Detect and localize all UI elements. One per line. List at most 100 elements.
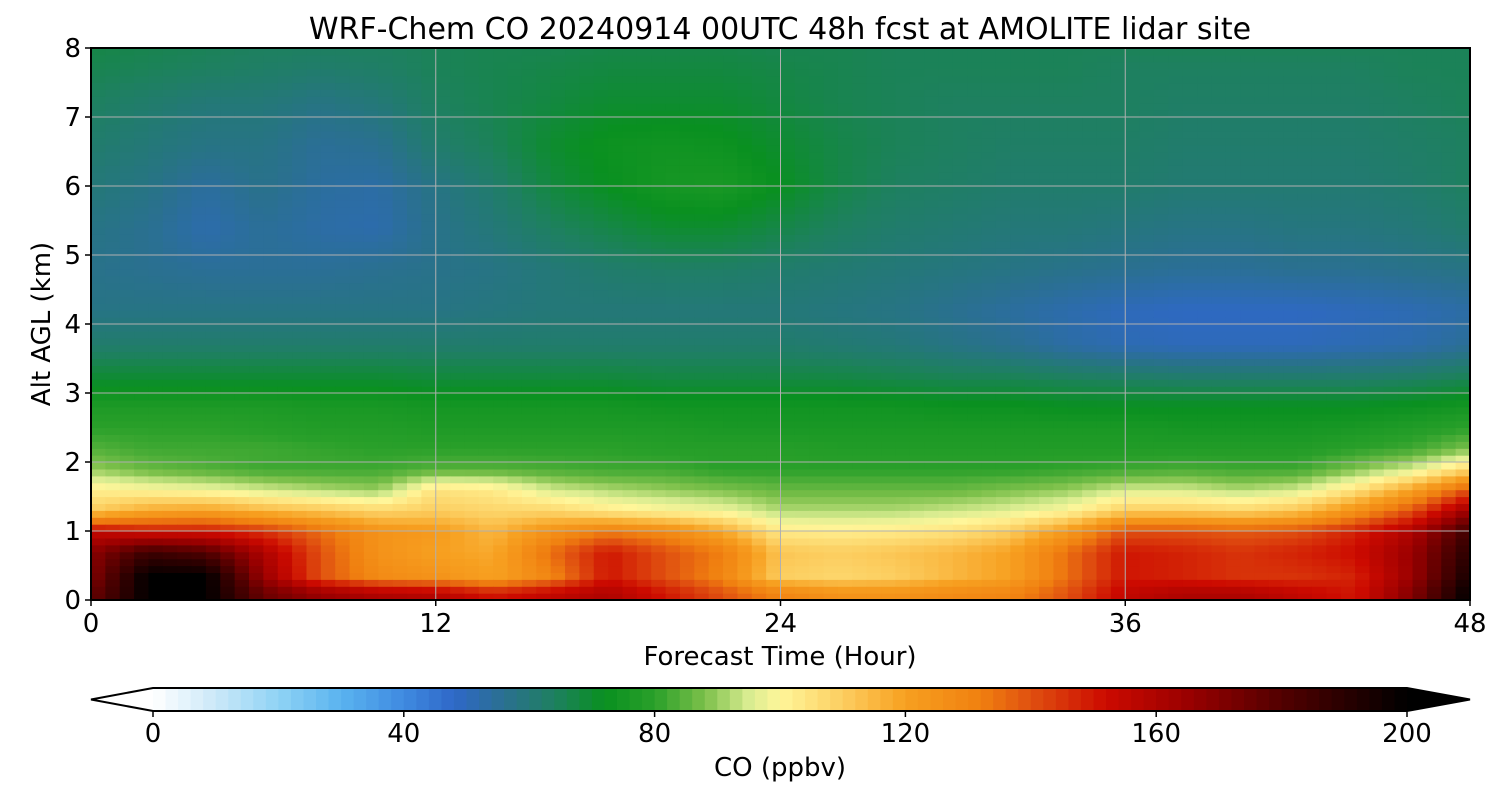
heatmap-cell	[407, 317, 422, 325]
heatmap-cell	[191, 234, 207, 242]
heatmap-cell	[277, 399, 293, 408]
heatmap-cell	[464, 496, 480, 504]
heatmap-cell	[924, 558, 940, 567]
heatmap-cell	[363, 96, 379, 104]
heatmap-cell	[679, 213, 695, 222]
heatmap-cell	[306, 517, 322, 525]
heatmap-cell	[622, 303, 638, 311]
heatmap-cell	[177, 296, 193, 304]
heatmap-cell	[105, 289, 121, 297]
heatmap-cell	[306, 165, 322, 173]
heatmap-cell	[91, 172, 106, 180]
heatmap-cell	[694, 427, 710, 435]
heatmap-cell	[91, 455, 106, 463]
heatmap-cell	[780, 75, 796, 84]
heatmap-cell	[335, 282, 351, 291]
heatmap-cell	[780, 482, 796, 491]
heatmap-cell	[565, 261, 580, 270]
heatmap-cell	[91, 475, 106, 484]
heatmap-cell	[909, 462, 925, 470]
heatmap-cell	[263, 206, 279, 215]
heatmap-cell	[780, 241, 796, 249]
heatmap-cell	[665, 455, 681, 463]
heatmap-cell	[105, 227, 121, 235]
heatmap-cell	[320, 213, 336, 222]
heatmap-cell	[292, 172, 308, 180]
heatmap-cell	[177, 482, 193, 491]
heatmap-cell	[320, 324, 336, 332]
heatmap-cell	[220, 531, 236, 539]
heatmap-cell	[794, 510, 810, 518]
heatmap-cell	[277, 337, 293, 346]
heatmap-cell	[407, 186, 422, 194]
heatmap-cell	[794, 268, 810, 277]
heatmap-cell	[694, 551, 710, 560]
heatmap-cell	[895, 213, 911, 222]
heatmap-cell	[924, 151, 940, 159]
heatmap-cell	[263, 572, 279, 580]
heatmap-cell	[407, 82, 422, 90]
heatmap-cell	[852, 510, 868, 518]
heatmap-cell	[277, 192, 293, 201]
heatmap-cell	[464, 593, 480, 600]
heatmap-cell	[134, 551, 150, 560]
heatmap-cell	[651, 130, 667, 139]
heatmap-cell	[493, 386, 509, 394]
heatmap-cell	[881, 248, 897, 256]
heatmap-cell	[909, 475, 925, 484]
heatmap-cell	[464, 351, 480, 360]
heatmap-cell	[909, 468, 925, 477]
heatmap-cell	[493, 261, 509, 270]
heatmap-cell	[464, 393, 480, 401]
heatmap-cell	[651, 151, 667, 159]
heatmap-cell	[723, 572, 738, 580]
heatmap-cell	[780, 227, 796, 235]
heatmap-cell	[148, 103, 164, 111]
heatmap-cell	[148, 558, 164, 567]
heatmap-cell	[177, 579, 193, 587]
heatmap-cell	[622, 241, 638, 249]
heatmap-cell	[378, 117, 394, 125]
heatmap-cell	[636, 503, 652, 511]
heatmap-cell	[119, 255, 135, 263]
heatmap-cell	[450, 255, 466, 263]
heatmap-cell	[694, 310, 710, 318]
heatmap-cell	[249, 565, 264, 573]
heatmap-cell	[421, 213, 437, 222]
heatmap-cell	[823, 289, 839, 297]
heatmap-cell	[162, 310, 178, 318]
heatmap-cell	[148, 54, 164, 63]
heatmap-cell	[766, 303, 782, 311]
heatmap-cell	[277, 468, 293, 477]
heatmap-cell	[809, 579, 825, 587]
heatmap-cell	[636, 96, 652, 104]
heatmap-cell	[636, 89, 652, 97]
heatmap-cell	[478, 393, 494, 401]
heatmap-cell	[363, 241, 379, 249]
heatmap-cell	[866, 531, 882, 539]
heatmap-cell	[177, 393, 193, 401]
heatmap-cell	[536, 282, 552, 291]
heatmap-cell	[205, 496, 221, 504]
heatmap-cell	[134, 330, 150, 339]
heatmap-cell	[550, 448, 566, 456]
heatmap-cell	[608, 455, 624, 463]
heatmap-cell	[967, 275, 983, 284]
heatmap-cell	[881, 289, 897, 297]
heatmap-cell	[565, 61, 580, 70]
heatmap-cell	[277, 489, 293, 498]
heatmap-cell	[91, 123, 106, 132]
heatmap-cell	[694, 579, 710, 587]
heatmap-cell	[263, 503, 279, 511]
heatmap-cell	[766, 179, 782, 187]
heatmap-cell	[837, 192, 853, 201]
heatmap-cell	[277, 261, 293, 270]
heatmap-cell	[277, 565, 293, 573]
heatmap-cell	[622, 296, 638, 304]
heatmap-cell	[306, 123, 322, 132]
heatmap-cell	[205, 517, 221, 525]
heatmap-cell	[766, 455, 782, 463]
heatmap-cell	[162, 123, 178, 132]
heatmap-cell	[967, 427, 983, 435]
heatmap-cell	[478, 441, 494, 449]
